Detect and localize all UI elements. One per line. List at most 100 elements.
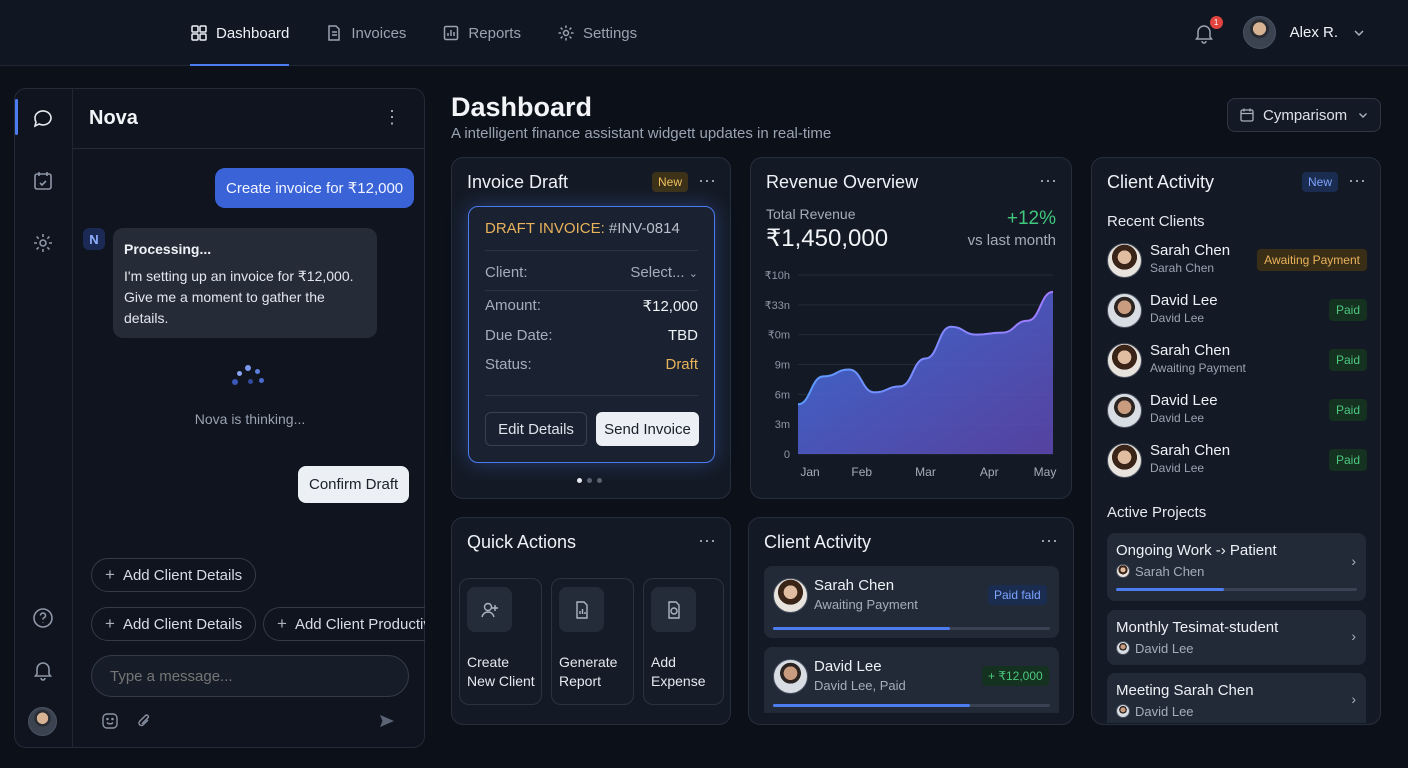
suggestion-chip[interactable]: + Add Client Details [91, 558, 257, 592]
add-expense-action[interactable]: Add Expense [643, 578, 724, 705]
status-badge: Paid [1328, 399, 1367, 421]
invoice-client-row[interactable]: Client: Select... ⌄ [485, 264, 698, 281]
divider [485, 290, 698, 291]
user-area: 1 Alex R. [1193, 15, 1366, 49]
generate-report-action[interactable]: Generate Report [551, 578, 634, 705]
client-select[interactable]: Select... ⌄ [630, 264, 698, 281]
carousel-pager[interactable] [577, 478, 607, 484]
user-name: Alex R. [1289, 24, 1338, 41]
message-input[interactable] [91, 655, 409, 697]
quick-actions-card: Quick Actions ··· Create New Client Gene… [451, 517, 731, 725]
notification-count-badge: 1 [1209, 15, 1223, 29]
confirm-draft-button[interactable]: Confirm Draft [298, 466, 410, 503]
invoice-preview: DRAFT INVOICE: #INV-0814 Client: Select.… [468, 206, 715, 463]
project-item[interactable]: Ongoing Work -› Patient Sarah Chen › [1107, 533, 1366, 601]
send-icon[interactable] [378, 712, 396, 730]
chevron-down-icon[interactable] [1352, 26, 1366, 40]
x-tick-label: Apr [980, 465, 999, 479]
quick-actions-title: Quick Actions [467, 532, 577, 552]
user-avatar[interactable] [1242, 16, 1276, 49]
invoice-card-title: Invoice Draft [467, 172, 569, 192]
edit-details-button[interactable]: Edit Details [485, 412, 587, 446]
client-row[interactable]: Sarah Chen Sarah Chen Awaiting Payment [1107, 241, 1367, 281]
user-message-bubble: Create invoice for ₹12,000 [215, 168, 415, 208]
notifications-button[interactable]: 1 [1193, 15, 1223, 44]
chevron-right-icon: › [1351, 691, 1356, 707]
nav-dashboard[interactable]: Dashboard [190, 0, 290, 66]
action-label: Add Expense [651, 654, 706, 689]
activity-row[interactable]: David Lee David Lee, Paid + ₹12,000 [764, 647, 1059, 713]
chip-label: Add Client Productivity [294, 615, 425, 633]
comparison-label: Cymparisom [1263, 106, 1348, 124]
nav-dashboard-label: Dashboard [216, 24, 290, 42]
chevron-down-icon: ⌄ [688, 268, 698, 280]
project-item[interactable]: Meeting Sarah Chen David Lee › [1107, 673, 1366, 723]
comparison-dropdown[interactable]: Cymparisom [1227, 98, 1381, 132]
nav-settings[interactable]: Settings [557, 0, 637, 66]
emoji-icon[interactable] [101, 712, 119, 730]
bell-icon [1194, 24, 1213, 44]
nav-reports[interactable]: Reports [442, 0, 521, 66]
suggestion-chip[interactable]: + Add Client Productivity [263, 607, 425, 641]
create-new-client-action[interactable]: Create New Client [459, 578, 542, 705]
activity-client-name: Sarah Chen [814, 577, 895, 594]
revenue-delta-caption: vs last month [967, 232, 1056, 249]
client-sub: David Lee [1150, 411, 1205, 425]
new-badge: New [652, 172, 689, 192]
activity-row[interactable]: Sarah Chen Awaiting Payment Paid fald [764, 566, 1059, 638]
nav-invoices-label: Invoices [351, 24, 407, 42]
nova-avatar-icon: N [83, 228, 105, 250]
document-icon [328, 25, 341, 41]
chip-label: Add Client Details [122, 566, 243, 584]
project-item[interactable]: Monthly Tesimat-student David Lee › [1107, 610, 1366, 665]
divider [485, 395, 698, 396]
client-row[interactable]: David Lee David Lee Paid [1107, 391, 1367, 431]
client-row[interactable]: Sarah Chen Awaiting Payment Paid [1107, 341, 1367, 381]
invoice-amount-row: Amount: ₹12,000 [485, 297, 698, 315]
client-activity-more-icon[interactable]: ··· [1348, 170, 1366, 190]
help-icon[interactable] [31, 606, 55, 630]
invoice-due-row: Due Date: TBD [485, 327, 698, 344]
due-date-value: TBD [668, 327, 698, 344]
rail-bell-icon[interactable] [31, 658, 55, 682]
plus-icon: + [277, 614, 287, 633]
top-navigation-bar: Dashboard Invoices Reports Settings 1 Al… [0, 0, 1408, 66]
client-sub: Awaiting Payment [1150, 361, 1246, 375]
revenue-more-icon[interactable]: ··· [1039, 170, 1057, 190]
total-revenue-label: Total Revenue [766, 206, 856, 222]
payment-badge: Paid fald [988, 585, 1047, 605]
quick-actions-more-icon[interactable]: ··· [698, 530, 716, 550]
status-value: Draft [665, 356, 698, 373]
settings-gear-icon[interactable] [31, 231, 55, 255]
calendar-icon[interactable] [31, 169, 55, 193]
expense-icon [651, 587, 696, 632]
status-badge: Paid [1328, 299, 1367, 321]
client-row[interactable]: Sarah Chen David Lee Paid [1107, 441, 1367, 481]
assistant-message-title: Processing... [124, 241, 212, 257]
due-date-label: Due Date: [485, 327, 553, 344]
draft-invoice-label: DRAFT INVOICE: [485, 220, 605, 237]
invoice-more-icon[interactable]: ··· [698, 170, 716, 190]
nav-reports-label: Reports [468, 24, 521, 42]
nav-invoices[interactable]: Invoices [325, 0, 406, 66]
attachment-icon[interactable] [135, 712, 153, 730]
client-row[interactable]: David Lee David Lee Paid [1107, 291, 1367, 331]
client-sub: David Lee [1150, 461, 1205, 475]
x-tick-label: Feb [851, 465, 872, 479]
invoice-status-row: Status: Draft [485, 356, 698, 373]
rail-user-avatar[interactable] [28, 707, 57, 736]
chat-bubble-icon[interactable] [31, 106, 55, 130]
client-name: David Lee [1150, 392, 1218, 409]
client-name: Sarah Chen [1150, 342, 1231, 359]
chat-more-icon[interactable]: ⋮ [383, 107, 401, 127]
revenue-area [798, 291, 1053, 454]
suggestion-chip[interactable]: + Add Client Details [91, 607, 257, 641]
client-name: Sarah Chen [1150, 442, 1231, 459]
client-select-value: Select... [630, 264, 685, 281]
activity-more-icon[interactable]: ··· [1040, 530, 1058, 550]
y-tick-label: ₹10h [765, 270, 790, 282]
page-subtitle: A intelligent finance assistant widgett … [451, 125, 832, 142]
client-avatar [1107, 243, 1142, 278]
send-invoice-button[interactable]: Send Invoice [596, 412, 699, 446]
client-name: Sarah Chen [1150, 242, 1231, 259]
